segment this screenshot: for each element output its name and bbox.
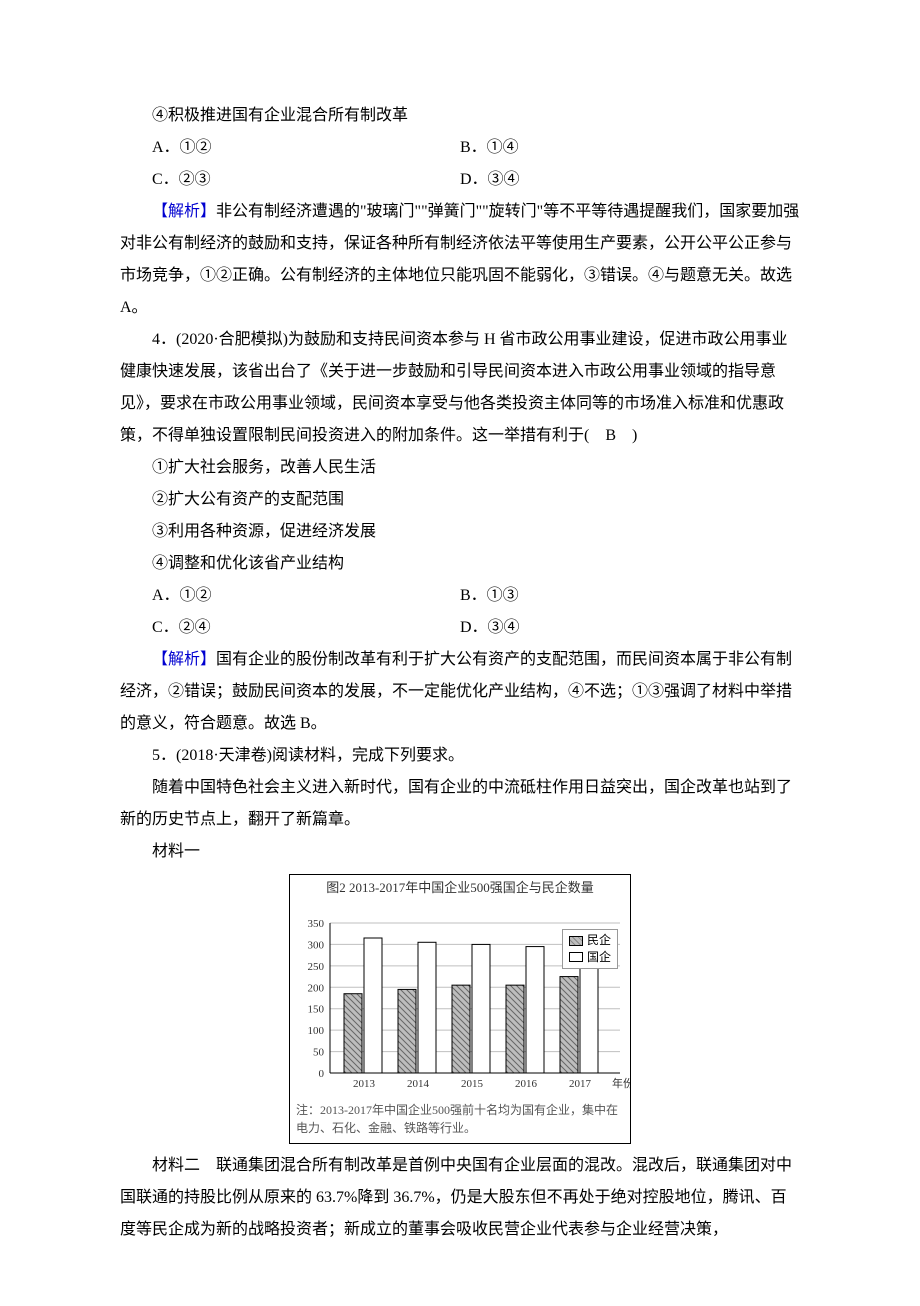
svg-text:50: 50: [313, 1047, 325, 1059]
q4-stmt4: ④调整和优化该省产业结构: [120, 548, 800, 580]
q4-stmt1: ①扩大社会服务，改善人民生活: [120, 452, 800, 484]
q3-analysis-label: 【解析】: [152, 203, 216, 220]
q4-optA: A．①②: [120, 580, 460, 612]
q4-options-row2: C．②④ D．③④: [120, 612, 800, 644]
q4-stmt2: ②扩大公有资产的支配范围: [120, 484, 800, 516]
q3-optA: A．①②: [120, 132, 460, 164]
svg-text:0: 0: [319, 1068, 325, 1080]
q4-optC: C．②④: [120, 612, 460, 644]
svg-text:150: 150: [308, 1004, 325, 1016]
q3-options-row2: C．②③ D．③④: [120, 164, 800, 196]
q3-analysis-text: 非公有制经济遭遇的"玻璃门""弹簧门""旋转门"等不平等待遇提醒我们，国家要加强…: [120, 203, 799, 316]
chart-container: 图2 2013-2017年中国企业500强国企与民企数量 0 50 100 150 20…: [120, 874, 800, 1144]
svg-text:200: 200: [308, 982, 325, 994]
legend-label: 国企: [587, 949, 611, 966]
legend-label: 民企: [587, 932, 611, 949]
q4-analysis-label: 【解析】: [152, 651, 216, 668]
svg-text:2016: 2016: [515, 1078, 538, 1090]
svg-text:2017: 2017: [569, 1078, 592, 1090]
svg-text:350: 350: [308, 918, 325, 930]
q3-analysis: 【解析】非公有制经济遭遇的"玻璃门""弹簧门""旋转门"等不平等待遇提醒我们，国…: [120, 196, 800, 324]
q4-analysis-text: 国有企业的股份制改革有利于扩大公有资产的支配范围，而民间资本属于非公有制经济，②…: [120, 651, 792, 732]
q5-intro: 随着中国特色社会主义进入新时代，国有企业的中流砥柱作用日益突出，国企改革也站到了…: [120, 772, 800, 836]
q3-optD: D．③④: [460, 164, 800, 196]
svg-text:2013: 2013: [353, 1078, 376, 1090]
q4-optB: B．①③: [460, 580, 800, 612]
q4-stem: 4．(2020·合肥模拟)为鼓励和支持民间资本参与 H 省市政公用事业建设，促进…: [120, 324, 800, 452]
svg-text:100: 100: [308, 1025, 325, 1037]
q4-analysis: 【解析】国有企业的股份制改革有利于扩大公有资产的支配范围，而民间资本属于非公有制…: [120, 644, 800, 740]
q5-mat2: 材料二 联通集团混合所有制改革是首例中央国有企业层面的混改。混改后，联通集团对中…: [120, 1150, 800, 1246]
q4-optD: D．③④: [460, 612, 800, 644]
chart-title: 图2 2013-2017年中国企业500强国企与民企数量: [290, 875, 630, 897]
q3-stmt4: ④积极推进国有企业混合所有制改革: [120, 100, 800, 132]
q5-mat2-text: 联通集团混合所有制改革是首例中央国有企业层面的混改。混改后，联通集团对中国联通的…: [120, 1157, 792, 1238]
chart-legend: 民企国企: [562, 929, 618, 969]
legend-swatch: [569, 952, 583, 962]
bar-chart: 图2 2013-2017年中国企业500强国企与民企数量 0 50 100 150 20…: [289, 874, 631, 1144]
svg-text:年份: 年份: [612, 1076, 630, 1090]
q5-mat2-label: 材料二: [152, 1157, 200, 1174]
q4-stmt3: ③利用各种资源，促进经济发展: [120, 516, 800, 548]
legend-swatch: [569, 936, 583, 946]
chart-svg: 0 50 100 150 200 250 300 350 2013 2014 2015 2016 201…: [290, 897, 630, 1097]
chart-plot-area: 0 50 100 150 200 250 300 350 2013 2014 2015 2016 201…: [290, 897, 630, 1097]
svg-text:2015: 2015: [461, 1078, 484, 1090]
legend-item: 国企: [569, 949, 611, 966]
q5-mat1-label: 材料一: [120, 836, 800, 868]
chart-note: 注：2013-2017年中国企业500强前十名均为国有企业，集中在电力、石化、金…: [290, 1097, 630, 1143]
q3-optC: C．②③: [120, 164, 460, 196]
svg-text:250: 250: [308, 961, 325, 973]
svg-text:2014: 2014: [407, 1078, 430, 1090]
q4-options-row1: A．①② B．①③: [120, 580, 800, 612]
q5-stem: 5．(2018·天津卷)阅读材料，完成下列要求。: [120, 740, 800, 772]
legend-item: 民企: [569, 932, 611, 949]
q3-options-row1: A．①② B．①④: [120, 132, 800, 164]
svg-text:300: 300: [308, 940, 325, 952]
q3-optB: B．①④: [460, 132, 800, 164]
